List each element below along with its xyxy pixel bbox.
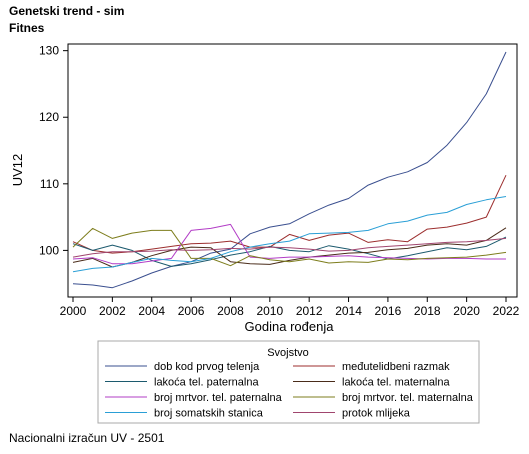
series-line-5 <box>72 223 506 265</box>
legend-label: broj mrtvor. tel. paternalna <box>154 392 283 404</box>
series-line-2 <box>72 174 507 254</box>
legend-frame <box>97 340 480 424</box>
series-layer <box>72 51 507 289</box>
legend-items: dob kod prvog telenja međutelidbeni razma… <box>105 361 474 420</box>
x-tick-label: 2010 <box>256 304 283 318</box>
chart-title: Genetski trend - sim <box>9 4 125 18</box>
series-line-6 <box>72 227 507 267</box>
y-tick-label: 120 <box>39 110 59 124</box>
series-line-1 <box>72 51 507 289</box>
legend-label: međutelidbeni razmak <box>342 361 450 373</box>
series-line-7 <box>72 196 507 273</box>
x-tick-label: 2020 <box>453 304 480 318</box>
chart-subtitle: Fitnes <box>9 21 45 35</box>
x-tick-label: 2004 <box>138 304 165 318</box>
legend-title: Svojstvo <box>267 347 309 359</box>
series-line-3 <box>72 236 507 267</box>
y-tick-label: 110 <box>40 177 59 191</box>
y-axis-title: UV12 <box>10 154 25 187</box>
footnote: Nacionalni izračun UV - 2501 <box>9 431 165 445</box>
legend-label: broj somatskih stanica <box>154 408 264 420</box>
plot-area-frame <box>67 43 518 298</box>
legend-label: lakoća tel. paternalna <box>154 377 259 389</box>
x-tick-label: 2022 <box>493 304 520 318</box>
x-tick-label: 2012 <box>296 304 323 318</box>
x-axis-title: Godina rođenja <box>245 319 335 334</box>
y-axis: 100 110 120 130 <box>39 44 68 257</box>
series-line-8 <box>72 237 507 258</box>
x-axis: 2000 2002 2004 2006 2008 2010 2012 2014 2016 2018… <box>60 297 520 318</box>
x-tick-label: 2000 <box>60 304 87 318</box>
x-tick-label: 2002 <box>99 304 126 318</box>
x-tick-label: 2006 <box>178 304 205 318</box>
x-tick-label: 2008 <box>217 304 244 318</box>
legend: Svojstvo dob kod prvog telenja međutelidb… <box>97 340 480 424</box>
x-tick-label: 2016 <box>375 304 402 318</box>
legend-label: protok mlijeka <box>342 408 411 420</box>
legend-label: broj mrtvor. tel. maternalna <box>342 392 474 404</box>
legend-label: lakoća tel. maternalna <box>342 377 450 389</box>
y-tick-label: 130 <box>39 44 59 58</box>
series-line-4 <box>72 227 507 268</box>
legend-label: dob kod prvog telenja <box>154 361 260 373</box>
x-tick-label: 2018 <box>414 304 441 318</box>
x-tick-label: 2014 <box>335 304 362 318</box>
y-tick-label: 100 <box>39 243 59 257</box>
